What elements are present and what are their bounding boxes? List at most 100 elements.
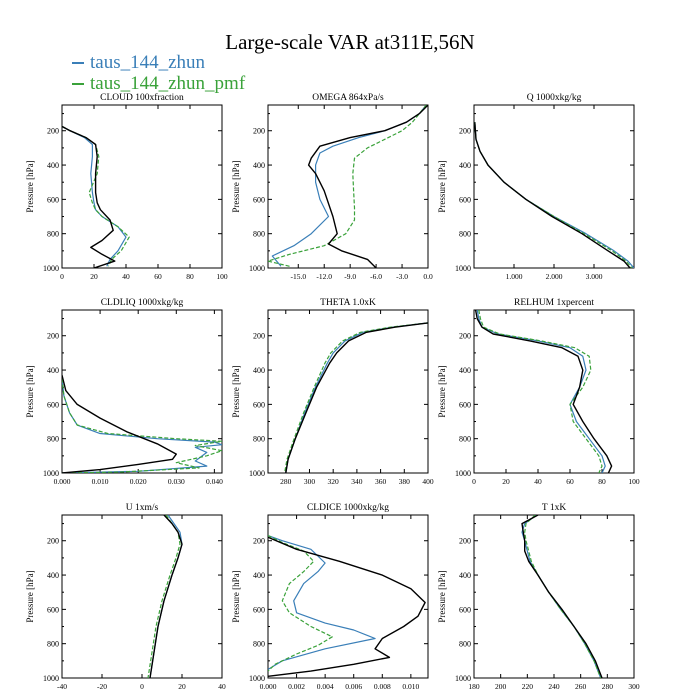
panel-title: U 1xm/s [126,503,159,513]
x-tick-label: 2.000 [546,272,563,281]
series-line-blue [521,515,602,678]
series-line-green [474,122,633,268]
x-tick-label: 80 [598,477,606,486]
panel-title: Q 1000xkg/kg [527,93,582,103]
y-tick-label: 600 [253,400,265,409]
y-tick-label: 800 [459,230,471,239]
y-axis-label: Pressure [hPa] [231,160,241,212]
series-line-blue [474,122,634,268]
series-line-black [474,310,613,473]
x-tick-label: 20 [90,272,98,281]
plot-frame [267,309,429,474]
plot-frame [61,309,223,474]
y-tick-label: 800 [459,640,471,649]
y-tick-label: 800 [253,640,265,649]
x-tick-label: 260 [575,682,587,691]
y-tick-label: 400 [459,571,471,580]
x-tick-label: -6.0 [370,272,382,281]
y-tick-label: 400 [459,161,471,170]
y-tick-label: 1000 [455,264,471,273]
y-tick-label: 800 [253,230,265,239]
y-tick-label: 200 [253,332,265,341]
y-tick-label: 400 [253,366,265,375]
panel-title: THETA 1.0xK [320,298,376,308]
x-tick-label: 0.030 [168,477,185,486]
plot-frame [61,514,223,679]
x-tick-label: 0.040 [206,477,223,486]
y-tick-label: 400 [47,571,59,580]
y-tick-label: 200 [47,537,59,546]
legend-item-series-2: taus_144_zhun_pmf [72,73,245,94]
panel-title: OMEGA 864xPa/s [312,93,384,103]
x-tick-label: 80 [186,272,194,281]
x-tick-label: 0.010 [92,477,109,486]
series-line-green [268,535,333,672]
x-tick-label: 360 [375,477,387,486]
y-tick-label: 1000 [43,264,59,273]
x-tick-label: 280 [602,682,614,691]
y-tick-label: 400 [47,161,59,170]
y-tick-label: 1000 [249,264,265,273]
legend-label-series-2: taus_144_zhun_pmf [90,73,246,94]
y-tick-label: 600 [47,605,59,614]
panel-title: T 1xK [542,503,567,513]
x-tick-label: 0 [472,477,476,486]
plot-frame [267,514,429,679]
y-axis-label: Pressure [hPa] [25,365,35,417]
x-tick-label: -9.0 [344,272,356,281]
x-tick-label: 0.006 [345,682,362,691]
series-line-black [62,125,116,268]
page-title: Large-scale VAR at311E,56N [225,30,475,54]
y-tick-label: 600 [253,195,265,204]
x-tick-label: 200 [495,682,507,691]
panel-8: CLDICE 1000xkg/kg Pressure [hPa] 200 400 600… [231,503,429,691]
x-tick-label: 180 [468,682,480,691]
y-tick-label: 200 [459,537,471,546]
series-line-black [149,515,183,678]
panel-2: OMEGA 864xPa/s Pressure [hPa] 200 400 600 800… [231,93,433,281]
y-tick-label: 200 [47,332,59,341]
x-tick-label: 40 [534,477,542,486]
x-tick-label: 300 [628,682,640,691]
y-tick-label: 400 [47,366,59,375]
x-tick-label: 340 [351,477,363,486]
x-tick-label: 300 [304,477,316,486]
y-tick-label: 400 [253,161,265,170]
series-line-black [268,536,426,677]
legend: taus_144_zhun taus_144_zhun_pmf [72,52,245,94]
x-tick-label: 0.020 [130,477,147,486]
legend-swatch-series-2 [72,82,84,85]
legend-swatch-series-1 [72,61,84,64]
series-line-green [147,515,181,678]
x-tick-label: 220 [522,682,534,691]
y-tick-label: 200 [459,332,471,341]
y-tick-label: 800 [47,435,59,444]
y-tick-label: 1000 [43,674,59,683]
series-line-green [284,322,428,473]
y-tick-label: 800 [47,230,59,239]
y-axis-label: Pressure [hPa] [231,365,241,417]
y-axis-label: Pressure [hPa] [437,160,447,212]
x-tick-label: -12.0 [316,272,332,281]
y-tick-label: 1000 [249,469,265,478]
series-line-green [268,105,427,267]
x-tick-label: 0 [140,682,144,691]
y-tick-label: 1000 [43,469,59,478]
y-axis-label: Pressure [hPa] [437,570,447,622]
y-tick-label: 200 [47,127,59,136]
y-tick-label: 600 [459,400,471,409]
y-tick-label: 400 [459,366,471,375]
x-tick-label: 240 [548,682,560,691]
y-tick-label: 1000 [249,674,265,683]
y-tick-label: 400 [253,571,265,580]
legend-item-series-1: taus_144_zhun [72,52,245,73]
x-tick-label: 0.004 [317,682,334,691]
x-tick-label: -40 [57,682,67,691]
plot-frame [267,104,429,269]
panel-3: Q 1000xkg/kg Pressure [hPa] 200 400 600 800 10… [437,93,635,281]
x-tick-label: 60 [566,477,574,486]
plot-frame [473,514,635,679]
